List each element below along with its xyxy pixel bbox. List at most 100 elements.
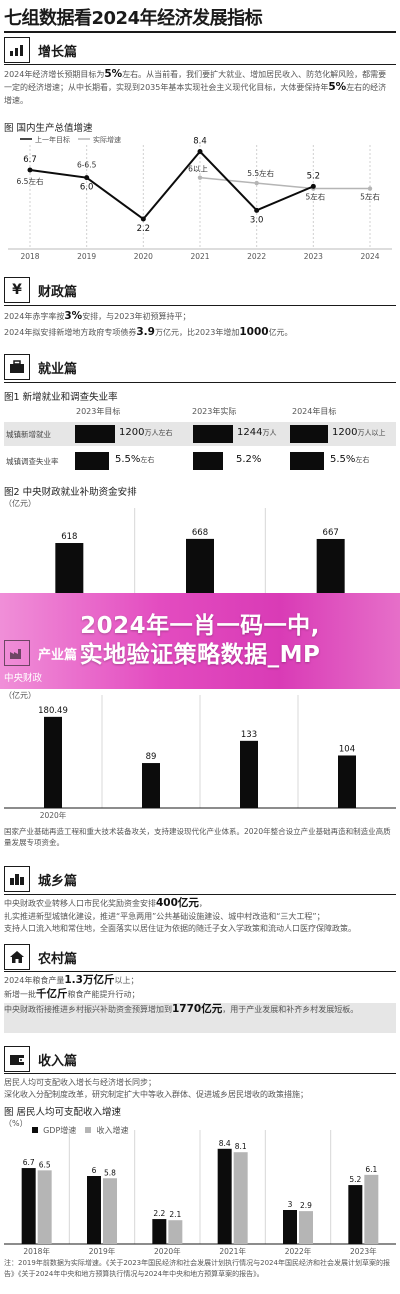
urban-line-2: 扎实推进新型城镇化建设，推进“平急两用”公共基础设施建设、城中村改造和“三大工程… — [4, 912, 325, 921]
bar — [348, 1185, 363, 1244]
text: 万亿元，比2023年增加 — [154, 328, 240, 337]
data-label-target: 6.5左右 — [17, 176, 44, 186]
section-rule — [4, 382, 396, 383]
data-label-target: 6以上 — [188, 165, 208, 174]
data-label-actual: 5.2 — [307, 171, 321, 181]
bar-chart-icon — [4, 37, 30, 63]
data-label-actual: 6.7 — [23, 155, 37, 165]
data-point-actual — [27, 167, 33, 173]
text: 亿元。 — [268, 328, 293, 337]
briefcase-icon — [4, 354, 30, 380]
data-label-actual: 3.0 — [250, 215, 264, 225]
city-icon — [4, 866, 30, 892]
banner-line-2: 实地验证策略数据_MP — [79, 642, 321, 668]
bar-value-label: 6 — [92, 1166, 97, 1175]
growth-figure-title: 图 国内生产总值增速 — [4, 123, 93, 134]
table-row: 城镇新增就业 1200万人左右 1244万人 1200万人以上 — [4, 422, 396, 446]
income-line-2: 深化收入分配制度改革，研究制定扩大中等收入群体、促进城乡居民增收的政策措施； — [4, 1090, 308, 1099]
bar — [87, 1176, 101, 1244]
value-block — [290, 425, 328, 443]
promo-banner[interactable]: 2024年一肖一码一中, 实地验证策略数据_MP — [0, 593, 400, 689]
rural-line-1: 2024年粮食产量1.3万亿斤以上； — [4, 974, 394, 987]
cell-value: 1200万人左右 — [119, 427, 173, 438]
row-label: 城镇调查失业率 — [6, 457, 59, 466]
section-rural-header: 农村篇 — [4, 944, 396, 970]
x-tick-label: 2018年 — [23, 1246, 50, 1256]
section-title: 农村篇 — [38, 952, 78, 967]
bar-value-label: 2.9 — [300, 1201, 312, 1210]
income-footnote: 注：2019年前数据为实际增速。《关于2023年国民经济和社会发展计划执行情况与… — [4, 1259, 390, 1278]
x-tick-label: 2024 — [360, 252, 379, 261]
bar-value-label: 180.49 — [38, 706, 68, 716]
data-label-target: 5左右 — [305, 192, 325, 202]
bar-value-label: 104 — [339, 744, 355, 754]
data-point-actual — [310, 183, 316, 189]
value-block — [75, 425, 115, 443]
highlight: 5% — [104, 68, 123, 80]
section-rule — [4, 305, 396, 306]
x-tick-label: 2020年 — [40, 810, 67, 820]
table-column-header: 2023年目标 — [76, 407, 121, 416]
bar-value-label: 667 — [323, 528, 339, 538]
text: 左右的经济增速。 — [4, 83, 387, 105]
table-row: 城镇调查失业率 5.5%左右 5.2% 5.5%左右 — [4, 449, 396, 473]
bar — [168, 1220, 183, 1244]
section-title: 就业篇 — [38, 362, 78, 377]
section-fiscal-header: ¥ 财政篇 — [4, 277, 396, 303]
bar — [55, 543, 84, 594]
text: 新增一批 — [4, 990, 36, 999]
highlight: 3% — [64, 310, 83, 322]
text: 左右。从当前看，我们要扩大就业、增加居民收入、防范化解风险，都需要一定的经济增速… — [4, 70, 387, 92]
bar-value-label: 133 — [241, 730, 257, 740]
bar-value-label: 2.2 — [153, 1209, 165, 1218]
section-industry-header: 产业篇 — [4, 640, 396, 666]
x-tick-label: 2019 — [77, 252, 96, 261]
bar-value-label: 618 — [61, 532, 77, 542]
banner-line-1: 2024年一肖一码一中, — [80, 613, 320, 639]
house-icon — [4, 944, 30, 970]
bar-value-label: 3 — [288, 1200, 293, 1209]
text: 中央财政农业转移人口市民化奖励资金安排 — [4, 899, 156, 908]
cell-value: 5.5%左右 — [330, 454, 370, 465]
title-rule — [4, 31, 396, 33]
data-label-target: 5左右 — [360, 192, 380, 202]
legend-label: 实际增速 — [93, 135, 121, 144]
highlight: 千亿斤 — [36, 988, 68, 1000]
data-label-target: 5.5左右 — [247, 168, 274, 178]
unit-label: （亿元） — [4, 499, 36, 508]
section-employment-header: 就业篇 — [4, 354, 396, 380]
urban-line-3: 支持人口流入地和常住地，全面落实以居住证为依据的随迁子女入学政策和流动人口医疗保… — [4, 924, 356, 933]
bar-value-label: 8.4 — [219, 1139, 231, 1148]
section-growth-header: 增长篇 — [4, 37, 396, 63]
bar-value-label: 89 — [146, 752, 157, 762]
table-column-header: 2023年实际 — [192, 407, 237, 416]
money-icon: ¥ — [4, 277, 30, 303]
legend-swatch — [85, 1127, 92, 1133]
cell-value: 5.5%左右 — [115, 454, 155, 465]
bar — [316, 538, 345, 594]
text: 中央财政衔接推进乡村振兴补助资金预算增加到 — [4, 1005, 172, 1014]
x-tick-label: 2020 — [134, 252, 153, 261]
data-point-actual — [140, 216, 146, 222]
income-line-1: 居民人均可支配收入增长与经济增长同步； — [4, 1078, 156, 1087]
bar — [233, 1152, 248, 1244]
legend-label: 收入增速 — [96, 1126, 129, 1135]
x-tick-label: 2021年 — [219, 1246, 246, 1256]
series-line-actual — [29, 150, 314, 221]
data-point-target — [367, 186, 373, 191]
highlight: 1770亿元 — [172, 1003, 223, 1015]
section-title: 增长篇 — [38, 45, 78, 60]
bar-value-label: 5.2 — [349, 1175, 361, 1184]
bar — [186, 538, 214, 594]
cell-value: 1200万人以上 — [332, 427, 386, 438]
bar — [240, 740, 258, 808]
text: ，用于产业发展和补齐乡村发展短板。 — [222, 1005, 359, 1014]
cell-value: 1244万人 — [237, 427, 277, 438]
bar-value-label: 5.8 — [104, 1168, 116, 1177]
cell-value: 5.2% — [236, 454, 262, 465]
industry-bar-chart: 180.49 2020年 89 133 104 — [4, 695, 396, 820]
section-rule — [4, 1073, 396, 1074]
page-title: 七组数据看2024年经济发展指标 — [4, 8, 263, 29]
value-block — [193, 452, 223, 470]
